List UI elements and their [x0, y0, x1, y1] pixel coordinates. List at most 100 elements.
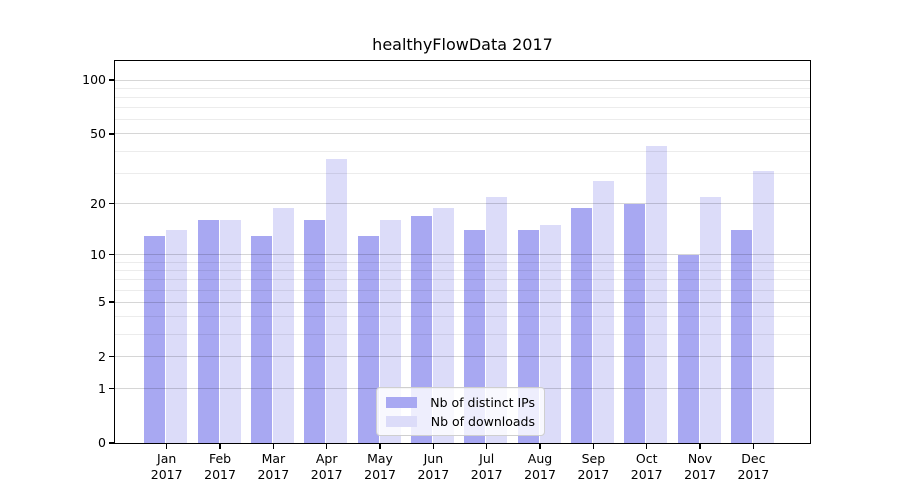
grid-line-minor — [115, 150, 810, 152]
plot-area: Nb of distinct IPs Nb of downloads — [114, 60, 811, 444]
y-axis-tick — [109, 301, 115, 303]
bar-distinct-ips-nov — [677, 254, 699, 443]
x-axis-tick-label: Nov 2017 — [668, 451, 732, 483]
grid-line-minor — [115, 289, 810, 291]
x-axis-tick-label: Jun 2017 — [401, 451, 465, 483]
y-axis-tick-label: 1 — [98, 380, 106, 396]
grid-line-minor — [115, 261, 810, 263]
x-axis-tick-label: Feb 2017 — [188, 451, 252, 483]
legend-label-distinct-ips: Nb of distinct IPs — [430, 394, 535, 410]
bar-downloads-aug — [539, 225, 561, 443]
gridlines-layer — [115, 61, 810, 443]
y-axis-tick-label: 0 — [98, 435, 106, 450]
y-axis-tick-label: 50 — [90, 125, 106, 141]
x-axis-tick-label: Apr 2017 — [295, 451, 359, 483]
legend-label-downloads: Nb of downloads — [430, 413, 535, 429]
x-axis-tick — [379, 443, 381, 449]
x-axis-tick-label: Oct 2017 — [615, 451, 679, 483]
x-axis-tick — [272, 443, 275, 449]
x-axis-month: Nov — [687, 451, 713, 466]
grid-line-major — [115, 254, 810, 255]
x-axis-year: 2017 — [524, 467, 556, 482]
legend-item-distinct-ips: Nb of distinct IPs — [386, 395, 535, 410]
grid-line-major — [115, 79, 810, 81]
x-axis-tick — [645, 443, 648, 449]
x-axis-year: 2017 — [150, 467, 183, 482]
x-axis-year: 2017 — [204, 467, 236, 482]
bar-downloads-feb — [219, 220, 241, 443]
y-axis-tick — [109, 387, 115, 390]
x-axis-year: 2017 — [630, 467, 663, 482]
x-axis-tick-label: Mar 2017 — [241, 451, 305, 483]
bar-distinct-ips-oct — [624, 203, 646, 443]
bar-downloads-apr — [326, 159, 348, 443]
x-axis-year: 2017 — [577, 467, 610, 482]
bar-distinct-ips-apr — [304, 220, 326, 443]
legend-swatch-distinct-ips — [386, 396, 417, 408]
x-axis-month: Oct — [635, 451, 658, 466]
x-axis-month: Sep — [581, 451, 606, 466]
bar-downloads-nov — [699, 196, 721, 443]
x-axis-tick-label: Jul 2017 — [455, 451, 519, 483]
x-axis-tick — [539, 443, 541, 449]
x-axis-tick — [432, 443, 435, 449]
x-axis-month: Aug — [527, 451, 553, 466]
x-axis-tick — [165, 443, 168, 449]
x-axis-year: 2017 — [257, 467, 290, 482]
y-axis-tick-label: 2 — [98, 348, 106, 364]
y-axis-tick-label: 20 — [90, 195, 106, 211]
x-axis-year: 2017 — [737, 467, 770, 482]
chart-title: healthyFlowData 2017 — [372, 35, 553, 54]
x-axis-tick-label: Sep 2017 — [561, 451, 625, 483]
bar-distinct-ips-feb — [197, 220, 219, 443]
y-axis-tick — [109, 442, 115, 444]
y-axis-tick — [109, 355, 115, 358]
y-axis-tick-label: 100 — [82, 72, 106, 88]
bar-downloads-jan — [166, 230, 188, 443]
legend-swatch-downloads — [386, 415, 417, 427]
bar-distinct-ips-may — [357, 235, 379, 443]
grid-line-minor — [115, 87, 810, 89]
y-axis-tick — [109, 202, 115, 205]
x-axis-month: Dec — [741, 451, 766, 466]
grid-line-major — [115, 203, 810, 205]
grid-line-major — [115, 301, 810, 303]
bar-downloads-jul — [486, 196, 508, 443]
x-axis-month: Mar — [261, 451, 286, 466]
x-axis-year: 2017 — [684, 467, 716, 482]
grid-line-minor — [115, 333, 810, 335]
grid-line-major — [115, 133, 810, 135]
bar-distinct-ips-dec — [730, 230, 752, 443]
x-axis-tick — [219, 443, 221, 449]
bar-downloads-oct — [646, 145, 668, 443]
grid-line-minor — [115, 97, 810, 99]
x-axis-month: Jul — [479, 451, 495, 466]
grid-line-minor — [115, 269, 810, 271]
x-axis-tick — [699, 443, 701, 449]
grid-line-minor — [115, 315, 810, 317]
x-axis-year: 2017 — [310, 467, 343, 482]
x-axis-month: Feb — [208, 451, 232, 466]
grid-line-minor — [115, 172, 810, 174]
x-axis-year: 2017 — [470, 467, 503, 482]
grid-line-minor — [115, 119, 810, 121]
bar-distinct-ips-jan — [144, 235, 166, 443]
x-axis-tick-label: May 2017 — [348, 451, 412, 483]
y-axis-tick — [109, 253, 115, 256]
bar-downloads-sep — [592, 181, 614, 443]
x-axis-month: Jun — [423, 451, 444, 466]
grid-line-minor — [115, 279, 810, 281]
grid-line-major — [115, 356, 810, 358]
y-axis-tick — [109, 133, 115, 135]
x-axis-month: Apr — [315, 451, 338, 466]
bar-downloads-jun — [432, 207, 454, 443]
x-axis-tick-label: Jan 2017 — [135, 451, 199, 483]
y-axis-tick-label: 10 — [90, 246, 106, 262]
bar-distinct-ips-sep — [570, 207, 592, 443]
x-axis-month: May — [367, 451, 393, 466]
x-axis-tick-label: Dec 2017 — [721, 451, 785, 483]
x-axis-year: 2017 — [417, 467, 450, 482]
x-axis-tick — [752, 443, 755, 449]
x-axis-year: 2017 — [364, 467, 396, 482]
